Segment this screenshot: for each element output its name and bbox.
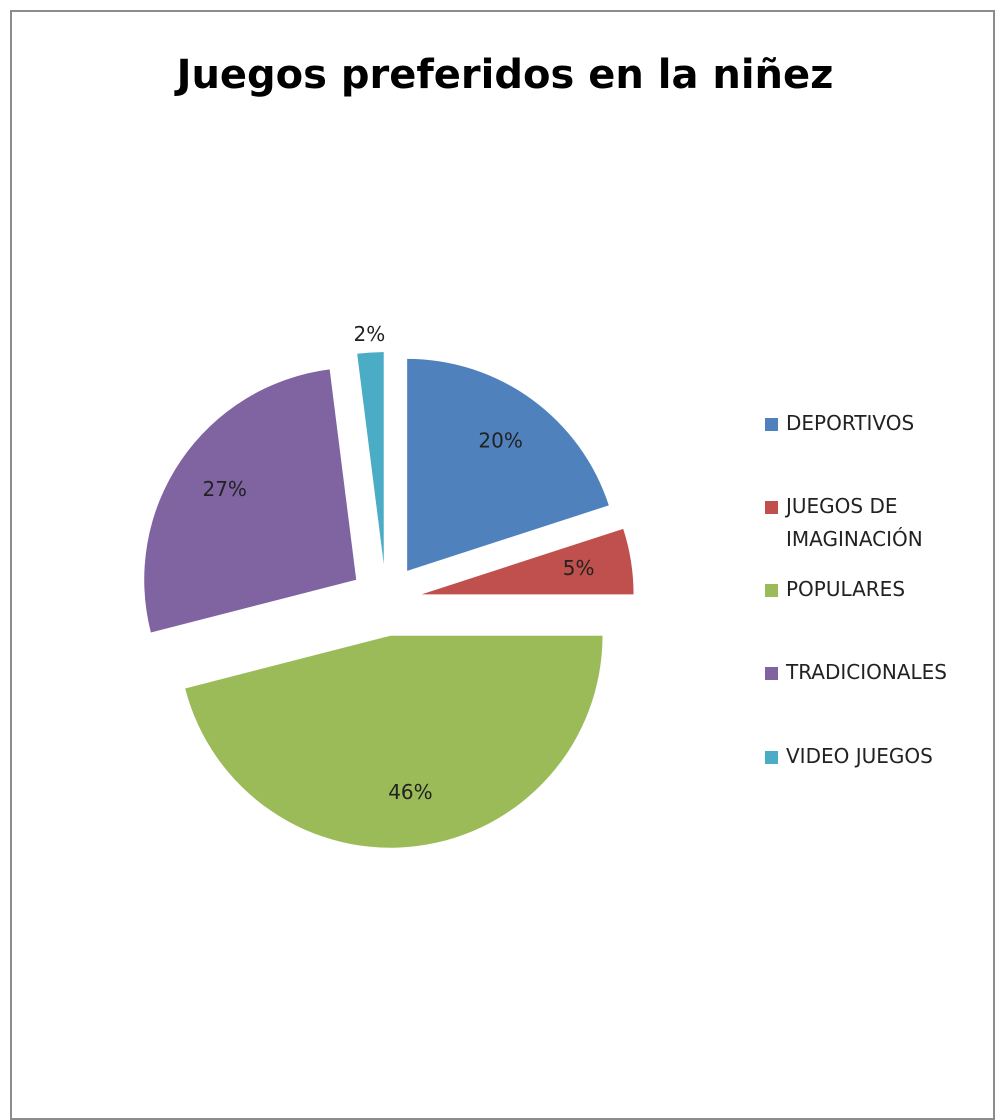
data-label: 27% bbox=[202, 477, 246, 501]
chart-title: Juegos preferidos en la niñez bbox=[174, 52, 834, 98]
legend-label: VIDEO JUEGOS bbox=[786, 744, 933, 768]
legend-label: TRADICIONALES bbox=[786, 660, 948, 684]
data-label: 2% bbox=[353, 322, 385, 346]
legend-swatch bbox=[765, 418, 778, 431]
legend-swatch bbox=[765, 501, 778, 514]
legend-swatch bbox=[765, 751, 778, 764]
data-label: 5% bbox=[563, 556, 595, 580]
pie-slice bbox=[421, 528, 634, 595]
data-label: 46% bbox=[388, 780, 432, 804]
pie-slice bbox=[407, 358, 609, 571]
pie-slice bbox=[144, 369, 357, 633]
legend-swatch bbox=[765, 667, 778, 680]
data-label: 20% bbox=[478, 429, 522, 453]
pie-slice bbox=[185, 635, 603, 848]
legend-swatch bbox=[765, 584, 778, 597]
legend-label: JUEGOS DE IMAGINACIÓN bbox=[786, 494, 923, 551]
legend-label: POPULARES bbox=[786, 577, 906, 601]
pie-slice bbox=[357, 352, 384, 565]
legend-label: DEPORTIVOS bbox=[786, 411, 915, 435]
